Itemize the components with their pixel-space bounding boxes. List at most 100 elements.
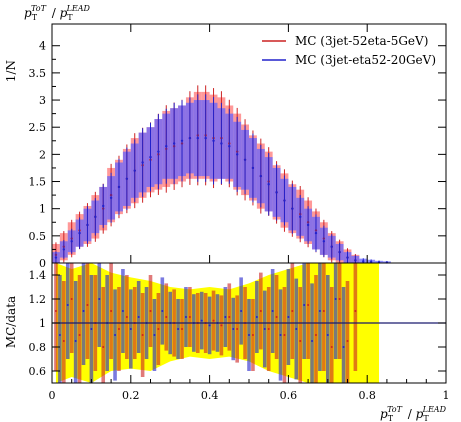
data-point-s2-26 — [259, 174, 263, 178]
ratio-point-s2-13 — [161, 310, 164, 312]
ratio-bar-s2-3 — [81, 263, 86, 365]
data-point-s2-6 — [102, 204, 105, 208]
ratio-bar-s2-1 — [65, 263, 70, 359]
ratio-point-s2-29 — [287, 316, 290, 318]
ratio-point-s1-17 — [188, 316, 191, 318]
ratio-point-s1-20 — [212, 319, 215, 322]
ratio-point-s2-16 — [184, 316, 187, 318]
data-point-s2-0 — [54, 256, 58, 259]
data-point-s2-22 — [228, 145, 231, 148]
y-tick-label-ratio-0: 0.6 — [29, 365, 47, 378]
data-point-s2-19 — [204, 136, 207, 140]
ratio-bar-s1-35 — [329, 287, 334, 383]
data-point-s2-1 — [62, 248, 66, 251]
ratio-bar-s2-0 — [58, 275, 62, 383]
ratio-bar-s1-3 — [77, 275, 82, 383]
ratio-point-s1-14 — [165, 316, 168, 318]
ratio-point-s2-25 — [255, 316, 258, 318]
ratio-point-s1-13 — [157, 328, 160, 330]
y-tick-label-main-8: 4 — [39, 40, 46, 53]
data-point-s2-11 — [141, 161, 144, 164]
ratio-bar-s1-37 — [345, 281, 350, 383]
y-tick-label-main-0: 0 — [39, 257, 46, 270]
y-tick-label-main-6: 3 — [39, 94, 46, 107]
y-tick-label-ratio-2: 1 — [39, 317, 46, 330]
ratio-point-s2-22 — [232, 328, 235, 330]
ratio-point-s2-19 — [208, 324, 211, 327]
ratio-bar-s2-33 — [318, 263, 322, 371]
y-axis-title-main: 1/N — [4, 60, 18, 82]
data-point-s2-5 — [94, 215, 97, 219]
distribution-panel: 0 0.5 1 1.5 2 2.5 3 3.5 4 — [29, 23, 447, 270]
y-tick-label-main-4: 2 — [39, 148, 46, 161]
ratio-bar-s1-4 — [85, 263, 90, 359]
ratio-point-s2-21 — [224, 316, 227, 318]
data-point-s2-38 — [354, 259, 357, 262]
y-tick-label-main-1: 0.5 — [29, 230, 47, 243]
data-point-s2-35 — [330, 245, 333, 248]
ratio-point-s2-32 — [311, 340, 314, 342]
ratio-bar-s2-36 — [341, 287, 346, 383]
y-tick-label-main-7: 3.5 — [29, 67, 47, 80]
ratio-point-s1-30 — [291, 310, 294, 312]
y-axis-title-ratio: MC/data — [4, 296, 18, 348]
data-point-s2-32 — [306, 223, 310, 227]
data-point-s2-34 — [322, 240, 326, 243]
data-point-s2-24 — [243, 158, 247, 161]
ratio-point-s2-30 — [295, 328, 298, 330]
x-axis-title: pTToT / pTLEAD — [380, 405, 447, 422]
ratio-point-s1-34 — [322, 310, 325, 312]
ratio-point-s2-31 — [303, 304, 306, 306]
ratio-point-s1-0 — [54, 310, 57, 312]
data-point-s2-17 — [188, 136, 192, 140]
ratio-bar-s2-32 — [310, 283, 314, 383]
ratio-point-s1-12 — [149, 310, 152, 312]
ratio-point-s1-1 — [62, 340, 65, 342]
data-point-s2-23 — [235, 153, 239, 156]
ratio-point-s2-5 — [98, 298, 101, 300]
data-point-s2-15 — [172, 142, 176, 145]
ratio-point-s2-4 — [90, 328, 93, 330]
data-point-s2-7 — [109, 196, 113, 200]
ratio-point-s1-3 — [78, 334, 81, 336]
ratio-point-s2-7 — [114, 334, 117, 336]
ratio-bar-s2-5 — [97, 263, 102, 347]
legend-label-series-1: MC (3jet-52eta-5GeV) — [295, 34, 428, 48]
ratio-point-s1-31 — [299, 340, 302, 342]
y-tick-label-ratio-4: 1.4 — [29, 269, 47, 282]
ratio-point-s2-33 — [318, 310, 321, 312]
ratio-point-s2-15 — [177, 328, 180, 330]
ratio-panel: 0.6 0.8 1 1.2 1.4 0 0.2 0.4 0.6 0.8 1 — [29, 262, 450, 402]
top-axis-label: pTToT / pTLEAD — [24, 4, 91, 22]
data-point-s2-25 — [251, 166, 255, 170]
x-tick-label-0: 0 — [49, 389, 56, 402]
data-point-s2-8 — [117, 185, 121, 189]
ratio-point-s1-9 — [125, 316, 128, 318]
ratio-bar-s2-34 — [326, 275, 330, 383]
ratio-point-s2-24 — [248, 334, 250, 336]
ratio-point-s1-29 — [283, 334, 286, 336]
ratio-point-s2-26 — [263, 328, 266, 330]
ratio-point-s2-27 — [271, 310, 274, 312]
ratio-point-s2-1 — [66, 304, 69, 306]
ratio-point-s2-36 — [342, 346, 345, 348]
ratio-point-s1-4 — [86, 304, 89, 306]
ratio-bar-s1-36 — [337, 263, 342, 359]
ratio-bar-s1-0 — [54, 263, 58, 371]
data-point-s2-36 — [338, 250, 341, 254]
ratio-bar-s1-31 — [298, 287, 303, 383]
x-tick-label-2: 0.4 — [201, 389, 219, 402]
data-point-s2-37 — [346, 256, 349, 259]
ratio-point-s1-35 — [330, 346, 333, 348]
ratio-point-s2-18 — [200, 319, 203, 322]
ratio-point-s1-37 — [346, 340, 349, 342]
ratio-point-s1-27 — [267, 328, 270, 330]
x-tick-label-3: 0.6 — [280, 389, 298, 402]
ratio-point-s1-6 — [102, 346, 105, 348]
ratio-point-s2-0 — [58, 334, 61, 336]
ratio-point-s1-28 — [275, 316, 278, 318]
ratio-point-s2-23 — [240, 310, 243, 312]
data-point-s2-33 — [314, 231, 318, 235]
data-point-s2-39 — [362, 260, 365, 263]
